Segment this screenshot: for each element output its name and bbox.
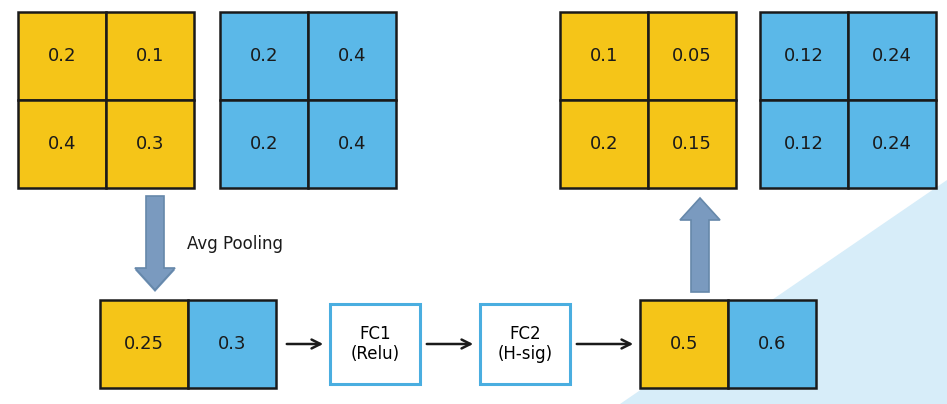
Bar [220,12,308,100]
Bar [106,12,194,100]
Bar [330,304,420,384]
Bar [648,100,736,188]
Text: 0.1: 0.1 [135,47,164,65]
Text: 0.2: 0.2 [250,135,278,153]
Text: 0.12: 0.12 [784,47,824,65]
Text: 0.12: 0.12 [784,135,824,153]
FancyArrow shape [680,198,720,292]
Text: 0.3: 0.3 [135,135,164,153]
Bar [760,12,848,100]
Bar [308,100,396,188]
Bar [308,12,396,100]
Text: 0.4: 0.4 [338,47,366,65]
Text: 0.15: 0.15 [672,135,712,153]
Polygon shape [620,180,947,404]
Bar [560,100,648,188]
Bar [18,100,106,188]
Bar [640,300,728,388]
Text: 0.25: 0.25 [124,335,164,353]
Polygon shape [135,270,175,292]
Text: 0.5: 0.5 [670,335,698,353]
FancyArrow shape [135,196,175,290]
Bar [18,12,106,100]
Text: 0.2: 0.2 [250,47,278,65]
Text: 0.4: 0.4 [47,135,77,153]
Text: Avg Pooling: Avg Pooling [187,235,283,253]
Bar [728,300,816,388]
Text: 0.24: 0.24 [872,47,912,65]
Text: 0.3: 0.3 [218,335,246,353]
Bar [848,12,936,100]
Text: FC2
(H-sig): FC2 (H-sig) [497,324,552,364]
Bar [848,100,936,188]
Text: 0.2: 0.2 [47,47,77,65]
Bar [480,304,570,384]
Bar [760,100,848,188]
Bar [560,12,648,100]
Bar [100,300,188,388]
Text: 0.24: 0.24 [872,135,912,153]
Bar [106,100,194,188]
Text: 0.1: 0.1 [590,47,618,65]
Text: 0.2: 0.2 [590,135,618,153]
Bar [220,100,308,188]
Text: 0.4: 0.4 [338,135,366,153]
Bar [188,300,276,388]
Text: 0.05: 0.05 [672,47,712,65]
Bar [648,12,736,100]
Text: FC1
(Relu): FC1 (Relu) [350,324,400,364]
Bar [146,196,164,270]
Text: 0.6: 0.6 [758,335,786,353]
